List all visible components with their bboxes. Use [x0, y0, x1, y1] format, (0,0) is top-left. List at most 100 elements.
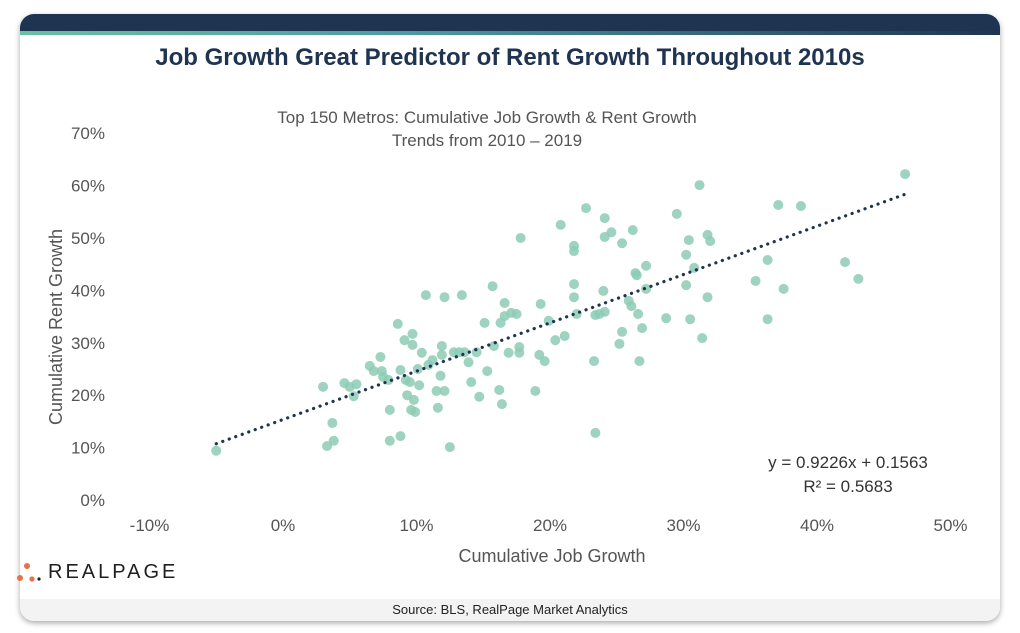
data-point — [683, 235, 694, 246]
data-point — [384, 404, 395, 415]
data-point — [395, 365, 406, 376]
data-point — [408, 394, 419, 405]
data-point — [494, 384, 505, 395]
data-point — [617, 326, 628, 337]
data-point — [702, 292, 713, 303]
chart-title: Top 150 Metros: Cumulative Job Growth & … — [277, 108, 697, 127]
data-point — [598, 285, 609, 296]
realpage-logo: REALPAGE — [16, 561, 178, 584]
data-point — [762, 314, 773, 325]
data-point — [471, 347, 482, 358]
page-title: Job Growth Great Predictor of Rent Growt… — [155, 44, 865, 71]
data-point — [681, 249, 692, 260]
data-point — [404, 377, 415, 388]
logo-text: REALPAGE — [48, 561, 179, 583]
data-point — [327, 417, 338, 428]
data-point — [436, 340, 447, 351]
data-point — [530, 386, 541, 397]
data-point — [420, 290, 431, 301]
data-point — [412, 364, 423, 374]
data-point — [762, 255, 773, 266]
data-point — [499, 297, 510, 308]
source-note: Source: BLS, RealPage Market Analytics — [20, 599, 1000, 621]
data-point — [431, 386, 442, 397]
data-point — [569, 279, 580, 290]
data-point — [853, 273, 864, 284]
data-point — [474, 391, 485, 402]
x-tick-label: -10% — [130, 516, 170, 535]
data-point — [351, 379, 362, 390]
data-point — [671, 208, 682, 219]
data-point — [410, 406, 421, 417]
y-axis-title: Cumulative Rent Growth — [46, 229, 66, 425]
x-tick-label: 30% — [666, 516, 700, 535]
data-point — [427, 355, 438, 366]
data-point — [511, 308, 522, 319]
data-point — [416, 347, 427, 358]
data-point — [626, 301, 637, 312]
x-tick-label: 20% — [533, 516, 567, 535]
y-tick-label: 40% — [71, 281, 105, 300]
x-tick-label: 10% — [399, 516, 433, 535]
data-point — [496, 399, 507, 410]
data-point — [778, 283, 789, 294]
data-point — [599, 213, 610, 224]
data-point — [368, 366, 379, 377]
chart-card: Job Growth Great Predictor of Rent Growt… — [20, 14, 1000, 621]
data-point — [479, 317, 490, 328]
data-point — [634, 356, 645, 367]
data-point — [750, 275, 761, 286]
data-point — [328, 435, 339, 446]
data-point — [581, 203, 592, 214]
x-axis-title: Cumulative Job Growth — [458, 546, 645, 566]
y-tick-label: 10% — [71, 439, 105, 458]
data-point — [617, 238, 628, 249]
data-point — [487, 281, 498, 292]
data-point — [539, 356, 550, 367]
data-point — [614, 338, 625, 349]
x-tick-label: 0% — [271, 516, 296, 535]
data-point — [407, 339, 418, 350]
data-point — [606, 227, 617, 238]
chart-subtitle: Trends from 2010 – 2019 — [392, 131, 582, 150]
data-point — [439, 292, 450, 303]
data-point — [211, 445, 222, 456]
data-point — [641, 260, 652, 271]
data-point — [681, 280, 692, 291]
r-squared: R² = 0.5683 — [803, 477, 892, 496]
data-point — [697, 333, 708, 344]
data-point — [900, 169, 911, 180]
x-tick-label: 40% — [800, 516, 834, 535]
y-tick-label: 30% — [71, 334, 105, 353]
y-tick-label: 60% — [71, 177, 105, 196]
trendline-equation: y = 0.9226x + 0.1563 — [768, 453, 928, 472]
y-tick-label: 70% — [71, 124, 105, 143]
trendline — [214, 192, 907, 446]
data-point — [705, 236, 716, 247]
data-point — [559, 330, 570, 341]
data-point — [569, 292, 580, 303]
data-point — [432, 402, 443, 413]
data-point — [384, 435, 395, 446]
data-point — [637, 323, 648, 334]
data-point — [590, 427, 601, 438]
data-point — [435, 370, 446, 381]
data-point — [444, 442, 455, 453]
data-point — [569, 246, 580, 257]
data-point — [633, 308, 644, 319]
y-tick-label: 50% — [71, 229, 105, 248]
data-point — [375, 351, 386, 362]
data-point — [514, 347, 525, 358]
data-point — [395, 431, 406, 442]
data-point — [414, 380, 425, 391]
data-point — [436, 349, 447, 360]
data-point — [694, 180, 705, 191]
header-bar — [20, 14, 1000, 31]
header-accent-line — [20, 31, 1000, 35]
data-point — [466, 377, 477, 388]
data-point — [535, 299, 546, 310]
data-point — [392, 318, 403, 329]
data-point — [439, 386, 450, 397]
data-point — [631, 270, 642, 281]
data-point — [318, 381, 329, 392]
